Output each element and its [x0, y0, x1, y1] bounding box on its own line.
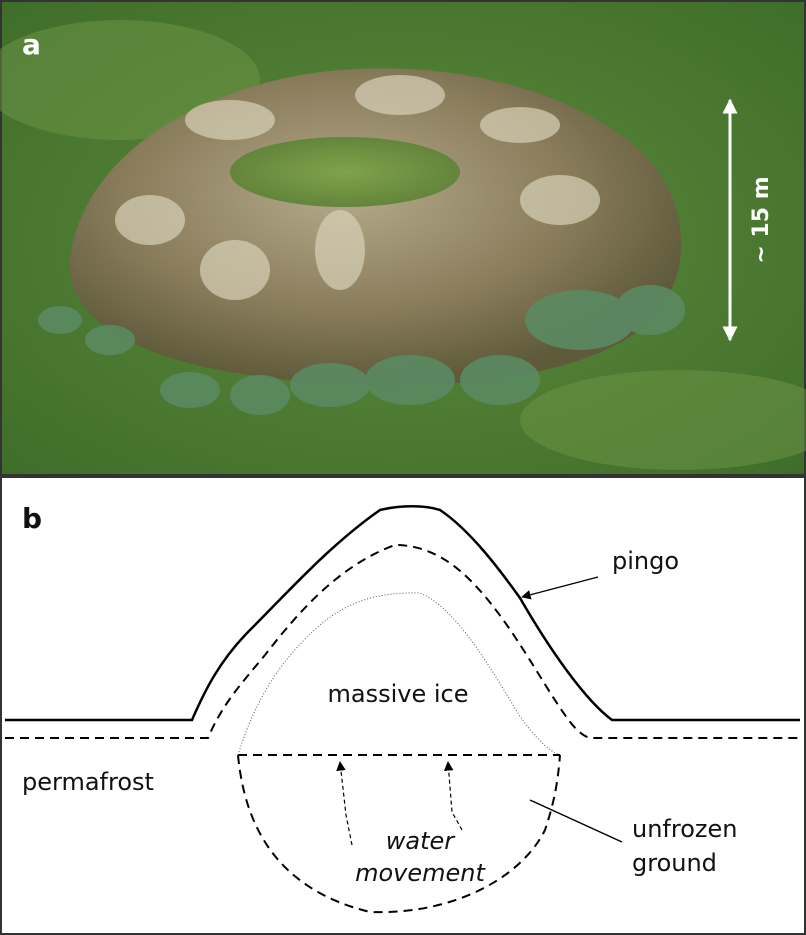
- pingo-mound: [69, 68, 682, 386]
- diagram-panel: b pingo massive ice permafrost water mov…: [0, 476, 806, 935]
- scale-label: ~ 15 m: [749, 176, 774, 263]
- pingo-pointer: [521, 576, 599, 600]
- photo-panel: ~ 15 m a: [0, 0, 806, 476]
- diagram-background: [0, 476, 806, 935]
- panel-label: b: [22, 502, 42, 535]
- unfrozen-pointer: [529, 799, 623, 843]
- pingo-label: pingo: [612, 547, 679, 575]
- ice-label: massive ice: [328, 680, 469, 708]
- water-label: movement: [355, 859, 486, 887]
- ice-boundary: [237, 592, 561, 756]
- water-arrow: [336, 761, 353, 846]
- pingo-surface: [5, 505, 800, 722]
- shrubs: [38, 285, 685, 415]
- panel-label: a: [22, 28, 41, 61]
- bare-soil: [115, 75, 600, 300]
- water-label: water: [386, 827, 457, 855]
- unfrozen-label: unfrozen: [632, 815, 737, 843]
- unfrozen-label: ground: [632, 849, 717, 877]
- permafrost-label: permafrost: [22, 768, 154, 796]
- pingo-crater: [230, 137, 460, 207]
- grass-patch: [520, 370, 806, 470]
- permafrost-boundary: [5, 543, 800, 739]
